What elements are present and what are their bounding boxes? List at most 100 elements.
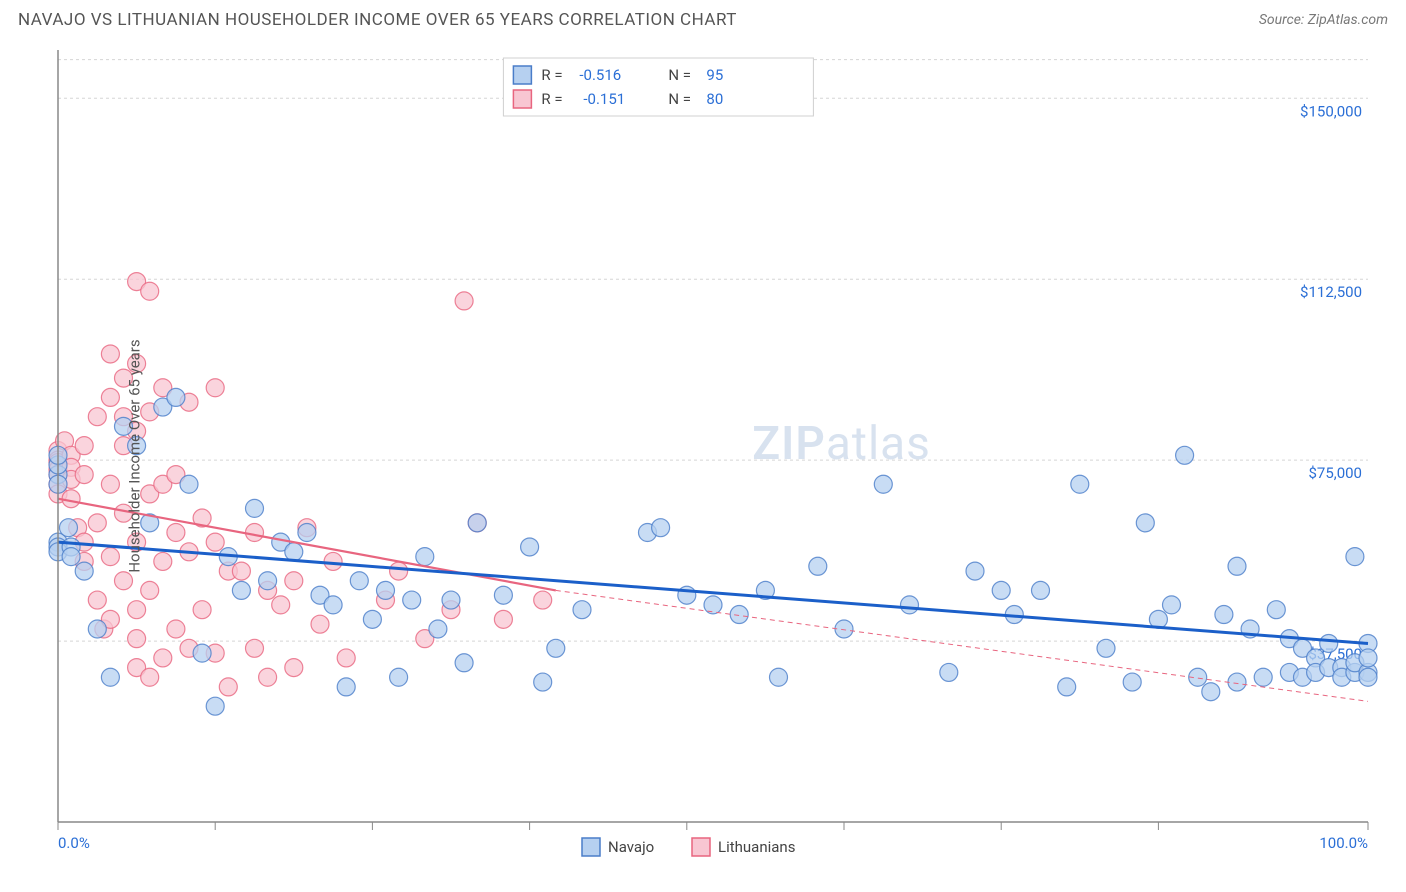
data-point-navajo	[809, 557, 827, 575]
data-point-navajo	[966, 562, 984, 580]
data-point-navajo	[285, 543, 303, 561]
data-point-navajo	[62, 548, 80, 566]
chart-title: NAVAJO VS LITHUANIAN HOUSEHOLDER INCOME …	[18, 10, 737, 30]
data-point-navajo	[1359, 668, 1377, 686]
data-point-navajo	[337, 678, 355, 696]
data-point-navajo	[1320, 634, 1338, 652]
data-point-lithuanians	[193, 601, 211, 619]
data-point-navajo	[940, 663, 958, 681]
data-point-navajo	[901, 596, 919, 614]
chart-source: Source: ZipAtlas.com	[1259, 12, 1388, 28]
data-point-navajo	[874, 475, 892, 493]
data-point-lithuanians	[88, 514, 106, 532]
data-point-navajo	[1359, 649, 1377, 667]
data-point-lithuanians	[390, 562, 408, 580]
data-point-navajo	[547, 639, 565, 657]
y-tick-label: $75,000	[1308, 464, 1362, 482]
data-point-lithuanians	[232, 562, 250, 580]
data-point-navajo	[521, 538, 539, 556]
data-point-navajo	[324, 596, 342, 614]
data-point-navajo	[494, 586, 512, 604]
trend-line-lithuanians-extrapolated	[556, 590, 1368, 701]
data-point-navajo	[377, 581, 395, 599]
data-point-navajo	[101, 668, 119, 686]
data-point-lithuanians	[101, 388, 119, 406]
data-point-navajo	[59, 519, 77, 537]
data-point-navajo	[835, 620, 853, 638]
data-point-lithuanians	[101, 475, 119, 493]
data-point-navajo	[167, 388, 185, 406]
data-point-navajo	[992, 581, 1010, 599]
data-point-lithuanians	[141, 282, 159, 300]
x-tick-label: 0.0%	[58, 834, 90, 852]
data-point-navajo	[704, 596, 722, 614]
data-point-lithuanians	[75, 437, 93, 455]
data-point-lithuanians	[128, 630, 146, 648]
data-point-navajo	[193, 644, 211, 662]
data-point-lithuanians	[88, 591, 106, 609]
data-point-lithuanians	[455, 292, 473, 310]
bottom-legend-swatch-navajo	[582, 838, 600, 856]
data-point-lithuanians	[101, 345, 119, 363]
legend-swatch-lithuanians	[513, 90, 531, 108]
y-tick-label: $112,500	[1300, 283, 1362, 301]
data-point-lithuanians	[115, 572, 133, 590]
legend-n-label: N =	[668, 90, 691, 108]
data-point-navajo	[1228, 673, 1246, 691]
data-point-lithuanians	[154, 649, 172, 667]
data-point-lithuanians	[272, 596, 290, 614]
legend-r-label: R =	[541, 90, 562, 108]
data-point-navajo	[75, 562, 93, 580]
chart-header: NAVAJO VS LITHUANIAN HOUSEHOLDER INCOME …	[0, 0, 1406, 36]
data-point-navajo	[1071, 475, 1089, 493]
data-point-navajo	[246, 499, 264, 517]
data-point-lithuanians	[494, 610, 512, 628]
data-point-navajo	[1058, 678, 1076, 696]
data-point-lithuanians	[219, 678, 237, 696]
legend-n-value-navajo: 95	[706, 66, 723, 84]
data-point-navajo	[1176, 446, 1194, 464]
data-point-navajo	[1228, 557, 1246, 575]
data-point-navajo	[730, 606, 748, 624]
data-point-navajo	[390, 668, 408, 686]
data-point-lithuanians	[285, 659, 303, 677]
data-point-lithuanians	[88, 408, 106, 426]
trend-line-navajo	[58, 542, 1368, 643]
data-point-lithuanians	[259, 668, 277, 686]
scatter-plot-svg: $37,500$75,000$112,500$150,000ZIPatlas0.…	[18, 40, 1388, 872]
data-point-navajo	[770, 668, 788, 686]
data-point-lithuanians	[337, 649, 355, 667]
data-point-lithuanians	[62, 490, 80, 508]
bottom-legend-label-navajo: Navajo	[608, 838, 654, 856]
data-point-navajo	[403, 591, 421, 609]
bottom-legend-label-lithuanians: Lithuanians	[718, 838, 795, 856]
data-point-navajo	[1032, 581, 1050, 599]
legend-n-value-lithuanians: 80	[706, 90, 723, 108]
y-tick-label: $150,000	[1300, 102, 1362, 120]
data-point-navajo	[88, 620, 106, 638]
data-point-navajo	[363, 610, 381, 628]
data-point-lithuanians	[141, 668, 159, 686]
data-point-lithuanians	[101, 548, 119, 566]
data-point-navajo	[180, 475, 198, 493]
data-point-navajo	[298, 524, 316, 542]
data-point-lithuanians	[206, 533, 224, 551]
data-point-navajo	[1346, 548, 1364, 566]
data-point-navajo	[259, 572, 277, 590]
data-point-lithuanians	[534, 591, 552, 609]
data-point-navajo	[232, 581, 250, 599]
data-point-navajo	[206, 697, 224, 715]
data-point-lithuanians	[246, 639, 264, 657]
data-point-navajo	[1163, 596, 1181, 614]
data-point-lithuanians	[154, 552, 172, 570]
legend-r-value-lithuanians: -0.151	[583, 90, 625, 108]
x-tick-label: 100.0%	[1319, 834, 1368, 852]
data-point-navajo	[1267, 601, 1285, 619]
legend-r-value-navajo: -0.516	[579, 66, 621, 84]
data-point-navajo	[573, 601, 591, 619]
legend-r-label: R =	[541, 66, 562, 84]
legend-n-label: N =	[668, 66, 691, 84]
data-point-lithuanians	[167, 620, 185, 638]
data-point-navajo	[429, 620, 447, 638]
watermark: ZIPatlas	[752, 417, 931, 471]
